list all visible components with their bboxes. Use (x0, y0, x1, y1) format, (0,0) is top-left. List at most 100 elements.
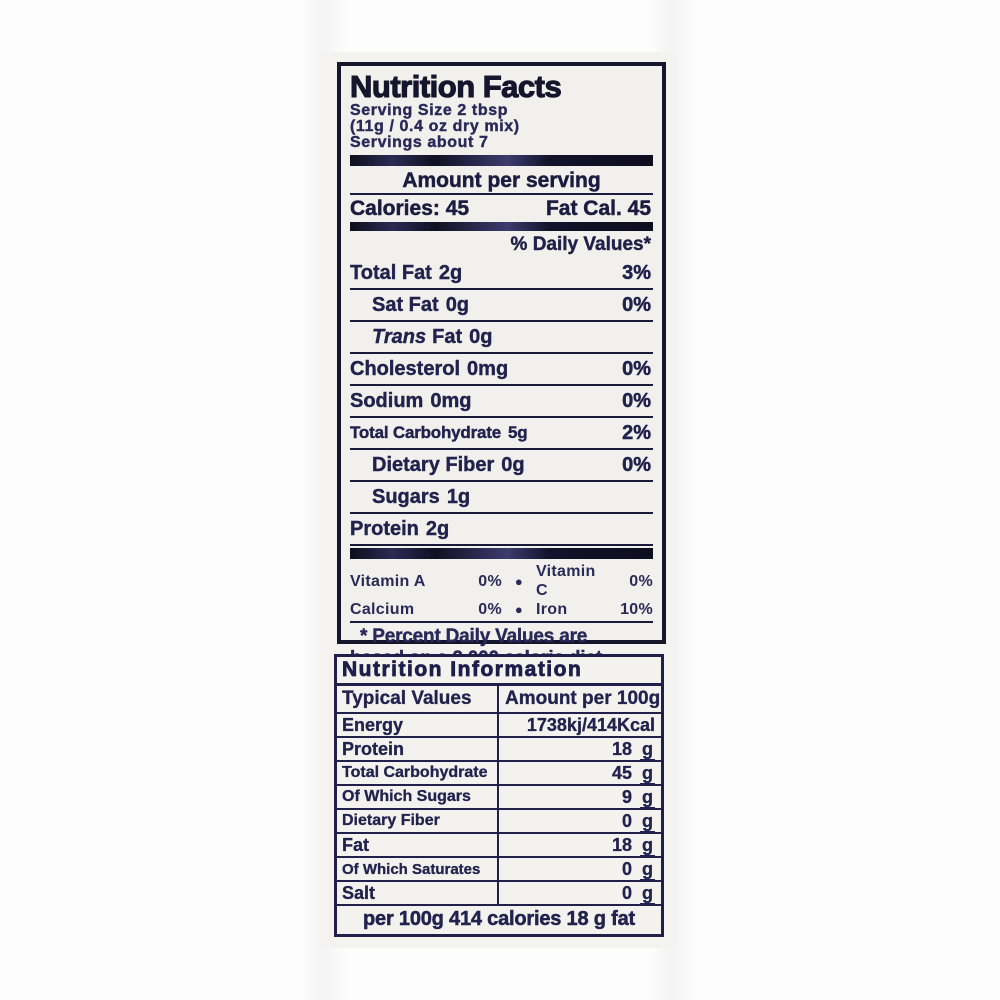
nutrition-facts-panel: Nutrition Facts Serving Size 2 tbsp (11g… (337, 62, 666, 669)
nutrient-daily-value: 0% (622, 453, 651, 476)
table-row-protein: Protein 18 g (337, 738, 661, 762)
row-value: 0 (621, 810, 632, 831)
row-label: Energy (337, 714, 499, 736)
servings-per-container-line: Servings about 7 (350, 134, 489, 151)
nutrient-name: Total Carbohydrate (350, 423, 502, 442)
nutrient-row-sodium: Sodium 0mg 0% (350, 386, 653, 418)
per-100g-summary: per 100g 414 calories 18 g fat (363, 908, 636, 931)
row-value: 0 (621, 882, 632, 903)
nutrient-daily-value: 0% (622, 389, 651, 412)
row-value: 45 (611, 762, 632, 783)
nutrient-amount: 1g (446, 485, 471, 508)
nutrient-row-total-carbohydrate: Total Carbohydrate 5g 2% (350, 418, 653, 450)
serving-info: Serving Size 2 tbsp (11g / 0.4 oz dry mi… (350, 102, 653, 151)
nutrient-name: Sat Fat (372, 293, 439, 316)
micronutrient-value: 0% (478, 572, 502, 590)
serving-size-detail-line: (11g / 0.4 oz dry mix) (350, 118, 520, 135)
micronutrient-value: 10% (620, 601, 653, 618)
nutrient-row-sat-fat: Sat Fat 0g 0% (350, 290, 653, 322)
daily-values-header: % Daily Values* (510, 234, 651, 255)
row-unit: g (640, 762, 655, 785)
footnote-line: * Percent Daily Values are (360, 626, 588, 647)
table-row-total-carbohydrate: Total Carbohydrate 45 g (337, 762, 661, 786)
nutrient-daily-value: 3% (622, 261, 651, 284)
nutrient-prefix-italic: Trans (372, 325, 427, 348)
bullet-icon: ● (514, 602, 524, 617)
row-unit: g (640, 834, 655, 857)
table-header-row: Typical Values Amount per 100g (337, 686, 661, 714)
row-label: Of Which Saturates (337, 858, 499, 880)
nutrient-amount: 0g (501, 453, 525, 476)
serving-size-line: Serving Size 2 tbsp (350, 102, 509, 119)
thick-divider-bar (350, 222, 653, 231)
row-unit: g (640, 858, 655, 881)
nutrient-name: Cholesterol (350, 357, 461, 380)
nutrient-name: Sugars (372, 485, 440, 508)
row-label: Protein (337, 738, 499, 760)
nutrient-row-protein: Protein 2g (350, 514, 653, 546)
column-header-typical-values: Typical Values (337, 686, 499, 712)
row-unit: g (640, 810, 655, 833)
nutrient-row-sugars: Sugars 1g (350, 482, 653, 514)
nutrient-amount: 0mg (430, 389, 472, 412)
nutrient-row-trans-fat: Trans Fat 0g (350, 322, 653, 354)
row-unit: g (640, 786, 655, 809)
column-header-amount-per-100g: Amount per 100g (505, 688, 661, 709)
row-value: 0 (621, 858, 632, 879)
thick-divider-bar (350, 548, 653, 559)
nutrient-name: Dietary Fiber (372, 453, 495, 476)
row-label: Total Carbohydrate (337, 762, 499, 784)
micronutrient-value: 0% (629, 572, 653, 590)
row-value: 18 (611, 834, 632, 855)
nutrient-amount: 0mg (467, 357, 509, 380)
nutrient-row-dietary-fiber: Dietary Fiber 0g 0% (350, 450, 653, 482)
nutrient-amount: 2g (438, 261, 463, 284)
calories-row: Calories: 45 Fat Cal. 45 (350, 195, 653, 222)
nutrient-daily-value: 2% (622, 421, 651, 444)
micronutrient-value: 0% (478, 601, 502, 618)
row-label: Fat (337, 834, 499, 856)
nutrition-information-title: Nutrition Information (337, 657, 661, 686)
micronutrient-row-1: Vitamin A 0% ● Vitamin C 0% (350, 562, 653, 600)
nutrient-amount: 0g (445, 293, 470, 316)
nutrient-amount: 2g (425, 517, 450, 540)
row-label: Salt (337, 882, 499, 904)
row-unit: g (640, 738, 655, 761)
amount-per-serving-header: Amount per serving (350, 168, 653, 195)
micronutrient-name: Vitamin C (536, 563, 596, 599)
micronutrient-name: Calcium (350, 601, 415, 618)
table-row-fat: Fat 18 g (337, 834, 661, 858)
nutrient-amount: 5g (508, 423, 528, 442)
row-label: Dietary Fiber (337, 810, 499, 832)
row-label: Of Which Sugars (337, 786, 499, 808)
thick-divider-bar (350, 155, 653, 166)
nutrient-name: Sodium (350, 389, 424, 412)
nutrient-name: Total Fat (350, 261, 432, 284)
row-value: 18 (611, 738, 632, 759)
nutrient-daily-value: 0% (622, 293, 651, 316)
micronutrient-name: Vitamin A (350, 572, 426, 590)
nutrient-row-total-fat: Total Fat 2g 3% (350, 258, 653, 290)
row-unit: g (640, 882, 655, 905)
nutrient-name: Protein (350, 517, 419, 540)
nutrient-name: Fat (432, 325, 463, 348)
row-value: 1738kj/414Kcal (526, 714, 655, 735)
fat-calories-value: Fat Cal. 45 (545, 197, 652, 221)
thin-divider-rule (350, 621, 653, 623)
nutrition-facts-title: Nutrition Facts (349, 69, 562, 104)
nutrient-amount: 0g (469, 325, 493, 348)
nutrition-information-panel: Nutrition Information Typical Values Amo… (334, 654, 664, 937)
calories-value: Calories: 45 (350, 197, 470, 221)
nutrient-row-cholesterol: Cholesterol 0mg 0% (350, 354, 653, 386)
bullet-icon: ● (514, 573, 524, 589)
nutrient-daily-value: 0% (622, 357, 651, 380)
table-row-energy: Energy 1738kj/414Kcal (337, 714, 661, 738)
micronutrient-row-2: Calcium 0% ● Iron 10% (350, 600, 653, 619)
row-value: 9 (621, 786, 632, 807)
micronutrient-name: Iron (536, 601, 568, 618)
